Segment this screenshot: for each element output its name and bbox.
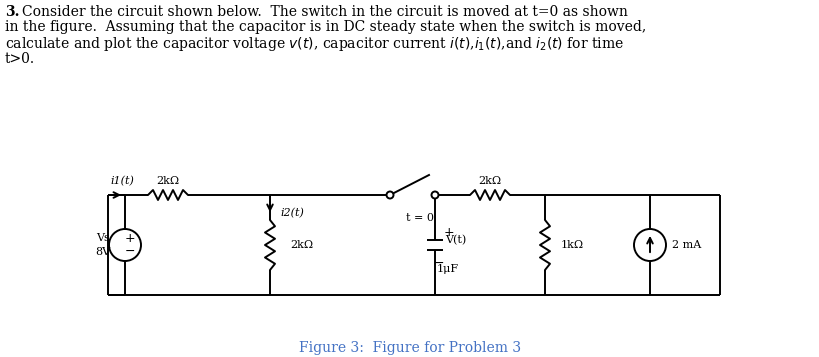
Text: −: − [434,256,444,270]
Text: +: + [124,232,135,246]
Text: t = 0: t = 0 [406,213,435,223]
Text: i2(t): i2(t) [280,208,304,218]
Text: calculate and plot the capacitor voltage $v(t)$, capacitor current $i(t)$,$i_1(t: calculate and plot the capacitor voltage… [5,35,624,53]
Text: 1kΩ: 1kΩ [561,240,584,250]
Text: 2kΩ: 2kΩ [156,176,179,186]
Text: +: + [444,226,455,240]
Text: 2 mA: 2 mA [672,240,701,250]
Text: −: − [124,245,135,257]
Text: in the figure.  Assuming that the capacitor is in DC steady state when the switc: in the figure. Assuming that the capacit… [5,20,646,34]
Text: 8V: 8V [96,247,111,257]
Text: 3.: 3. [5,5,20,19]
Text: Vs: Vs [96,233,110,243]
Text: V(t): V(t) [445,235,466,245]
Text: 2kΩ: 2kΩ [478,176,501,186]
Circle shape [387,191,393,198]
Text: Consider the circuit shown below.  The switch in the circuit is moved at t=0 as : Consider the circuit shown below. The sw… [22,5,628,19]
Text: Figure 3:  Figure for Problem 3: Figure 3: Figure for Problem 3 [299,341,521,355]
Text: 2kΩ: 2kΩ [290,240,313,250]
Text: 1μF: 1μF [437,264,459,274]
Text: i1(t): i1(t) [110,176,134,186]
Circle shape [432,191,438,198]
Text: t>0.: t>0. [5,52,35,66]
